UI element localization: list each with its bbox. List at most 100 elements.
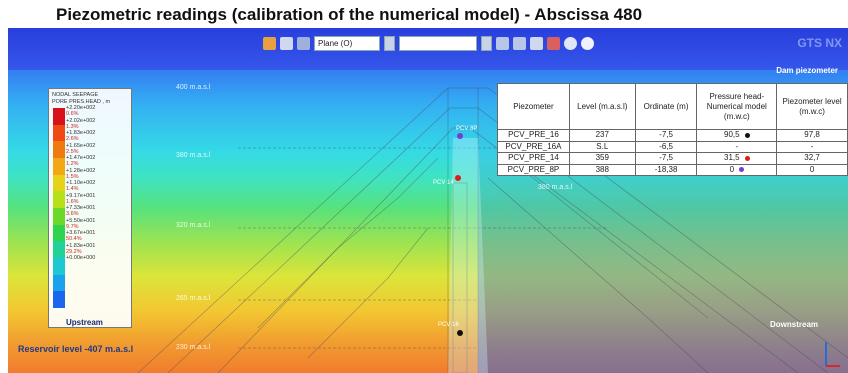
- app-logo: GTS NX: [797, 36, 842, 50]
- grid-icon[interactable]: [297, 36, 310, 50]
- cell-pressure: 31,5: [696, 152, 778, 165]
- cell-text: -6,5: [659, 141, 673, 151]
- cell-level: S.L: [568, 140, 636, 153]
- elevation-230: 230 m.a.s.l: [176, 344, 211, 351]
- legend-row: +2.02e+002 1.3%: [66, 118, 130, 131]
- marker-pcv-14: [455, 175, 461, 181]
- cell-text: PCV_PRE_14: [508, 153, 559, 163]
- cell-piezo-level: 32,7: [776, 152, 848, 165]
- legend-value: +7.33e+001: [66, 205, 96, 211]
- cell-text: 388: [595, 164, 609, 174]
- cell-text: 0: [729, 164, 735, 174]
- plane-select-arrow-icon[interactable]: [384, 35, 395, 51]
- plane-select[interactable]: Plane (O): [314, 35, 380, 51]
- header-pressure: Pressure head-Numerical model (m.w.c): [696, 83, 778, 130]
- legend-swatch: [53, 108, 65, 125]
- help-icon[interactable]: [581, 36, 594, 50]
- cell-level: 388: [568, 163, 636, 176]
- cell-text: 31,5: [724, 153, 740, 163]
- light-icon[interactable]: [530, 36, 543, 50]
- page-title: Piezometric readings (calibration of the…: [56, 5, 643, 24]
- legend-swatch: [53, 207, 65, 225]
- table-row: PCV_PRE_14 359 -7,5 31,5 32,7: [497, 152, 848, 165]
- cell-text: PCV_PRE_8P: [507, 164, 560, 174]
- legend-percent: 50.4%: [66, 236, 82, 243]
- save-icon[interactable]: [263, 36, 276, 50]
- model-viewport[interactable]: Plane (O) GTS NX Dam piezometer NODAL SE…: [8, 28, 848, 373]
- piezometer-markers: [455, 133, 840, 367]
- table-caption: Dam piezometer: [776, 66, 838, 75]
- legend-row: +1.47e+002 1.2%: [66, 155, 130, 168]
- zoom-icon[interactable]: [513, 36, 526, 50]
- secondary-select[interactable]: [399, 35, 477, 51]
- legend-percent: 1.5%: [66, 173, 79, 180]
- elevation-320: 320 m.a.s.l: [176, 222, 211, 229]
- legend-row: +1.10e+002 1.4%: [66, 180, 130, 193]
- downstream-label: Downstream: [770, 320, 819, 329]
- cell-text: PCV_PRE_16A: [505, 141, 562, 151]
- legend-title-line2: PORE PRES.HEAD , m: [52, 98, 111, 105]
- legend-value: +1.65e+002: [66, 142, 96, 149]
- legend-swatch: [53, 141, 65, 158]
- legend-swatch: [53, 241, 65, 258]
- legend-value: +1.28e+002: [66, 167, 96, 174]
- legend-percent: 2.5%: [66, 148, 79, 155]
- legend-title-line1: NODAL SEEPAGE: [52, 92, 99, 98]
- cell-text: 97,8: [804, 130, 820, 140]
- secondary-select-arrow-icon[interactable]: [481, 35, 492, 51]
- legend-row: +1.83e+002 2.6%: [66, 130, 130, 143]
- legend-percent: 3.6%: [66, 211, 79, 218]
- legend-percent: 0.6%: [66, 111, 79, 118]
- legend-percent: 1.4%: [66, 186, 79, 193]
- legend-percent: 29.2%: [66, 248, 82, 255]
- marker-pcv-8p: [457, 133, 463, 139]
- settings-icon[interactable]: [564, 36, 577, 50]
- legend-labels: +2.20e+002 0.6% +2.02e+002 1.3% +1.83e+002 2.…: [66, 105, 130, 268]
- legend-color-bar: [53, 108, 65, 308]
- piezometer-table: Piezometer Level (m.a.s.l) Ordinate (m) …: [497, 83, 848, 176]
- cell-text: -: [810, 141, 814, 151]
- cell-pressure: 90,5: [696, 129, 778, 142]
- legend-row: +2.20e+002 0.6%: [66, 105, 130, 118]
- legend-row: +9.17e+001 1.6%: [66, 193, 130, 206]
- marker-dot-icon: [744, 155, 750, 161]
- render-icon[interactable]: [547, 36, 560, 50]
- legend-swatch: [53, 157, 65, 175]
- legend-swatch: [53, 174, 65, 192]
- cell-text: -7,5: [659, 153, 673, 163]
- legend-value: +3.67e+001: [66, 230, 96, 236]
- legend-value: +2.02e+002: [66, 117, 96, 124]
- header-piezometer: Piezometer: [497, 83, 570, 130]
- legend-row: +1.65e+002 2.5%: [66, 143, 130, 156]
- cell-piezometer: PCV_PRE_8P: [497, 163, 570, 176]
- legend-swatch: [53, 291, 65, 308]
- header-ordinate: Ordinate (m): [634, 83, 698, 130]
- legend-percent: 1.3%: [66, 123, 79, 130]
- elevation-400: 400 m.a.s.l: [176, 84, 211, 91]
- dam-mesh: [137, 87, 848, 373]
- legend-row: +3.67e+001 50.4%: [66, 230, 130, 243]
- legend-percent: 1.6%: [66, 198, 79, 205]
- table-row: PCV_PRE_8P 388 -18,38 0 0: [497, 163, 848, 176]
- elevation-380: 380 m.a.s.l: [176, 152, 211, 159]
- cell-piezo-level: 0: [776, 163, 848, 176]
- label-pcv-14: PCV 14: [433, 180, 454, 186]
- elevation-265: 265 m.a.s.l: [176, 295, 211, 302]
- legend-row: +0.00e+000: [66, 255, 130, 268]
- legend-swatch: [53, 257, 65, 275]
- legend-value: +1.10e+002: [66, 180, 96, 186]
- upstream-label: Upstream: [66, 318, 103, 327]
- view-icon[interactable]: [496, 36, 509, 50]
- color-legend: NODAL SEEPAGE PORE PRES.HEAD , m +2.20e+…: [48, 88, 132, 328]
- cell-ordinate: -18,38: [634, 163, 698, 176]
- label-pcv-16: PCV 16: [438, 322, 459, 328]
- legend-value: +1.47e+002: [66, 155, 96, 161]
- header-level: Level (m.a.s.l): [568, 83, 636, 130]
- marker-dot-icon: [739, 167, 745, 173]
- cell-pressure: -: [696, 140, 778, 153]
- transform-icon[interactable]: [280, 36, 293, 50]
- cell-ordinate: -7,5: [634, 129, 698, 142]
- label-pcv-8p: PCV 8P: [456, 126, 478, 132]
- legend-row: +5.50e+001 9.7%: [66, 218, 130, 231]
- cell-pressure: 0: [696, 163, 778, 176]
